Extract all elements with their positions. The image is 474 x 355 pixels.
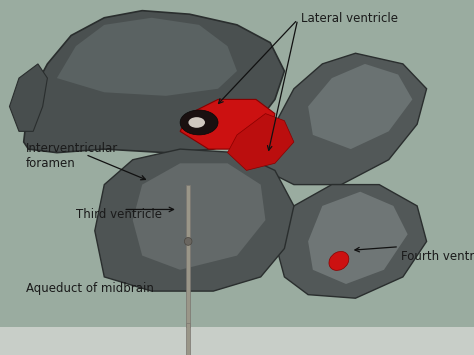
Polygon shape <box>275 185 427 298</box>
Polygon shape <box>261 53 427 185</box>
Bar <box>186 185 190 327</box>
Bar <box>186 323 190 355</box>
Ellipse shape <box>188 117 205 128</box>
Text: Lateral ventricle: Lateral ventricle <box>301 12 398 26</box>
Bar <box>0 327 474 355</box>
Polygon shape <box>133 163 265 270</box>
Polygon shape <box>308 64 412 149</box>
Polygon shape <box>180 99 275 149</box>
Polygon shape <box>57 18 237 96</box>
Text: Fourth ventricle: Fourth ventricle <box>401 250 474 263</box>
Polygon shape <box>24 11 284 153</box>
Ellipse shape <box>329 251 349 271</box>
Polygon shape <box>228 114 294 170</box>
Text: Aqueduct of midbrain: Aqueduct of midbrain <box>26 282 154 295</box>
Polygon shape <box>9 64 47 131</box>
Ellipse shape <box>184 237 192 245</box>
Ellipse shape <box>180 110 218 135</box>
Text: Third ventricle: Third ventricle <box>76 208 162 221</box>
Text: Interventricular
foramen: Interventricular foramen <box>26 142 118 170</box>
Polygon shape <box>308 192 408 284</box>
Polygon shape <box>95 149 294 291</box>
